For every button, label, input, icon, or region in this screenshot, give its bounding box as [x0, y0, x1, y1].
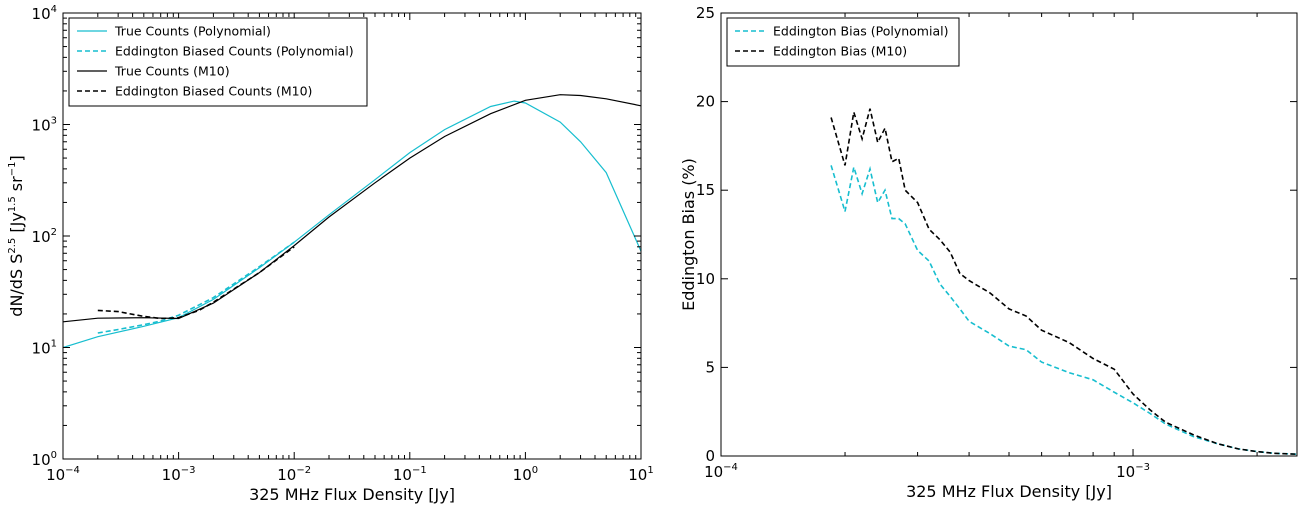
legend-label-1: Eddington Biased Counts (Polynomial)	[115, 44, 354, 59]
chart-counts: 10−4 10−3 10−2 10−1 100 101 100 101 102 103 104 325…	[7, 4, 654, 504]
x-tick-label-3: 10−1	[393, 465, 427, 484]
series-line-0	[830, 165, 1297, 455]
x-axis-label: 325 MHz Flux Density [Jy]	[906, 482, 1112, 501]
y-axis-label: dN/dS S2.5 [Jy1.5 sr−1]	[7, 155, 26, 316]
x-tick-label-0: 10−4	[46, 465, 80, 484]
y-tick-label-3: 103	[32, 116, 57, 135]
y-tick-label-1: 5	[705, 358, 715, 376]
series-line-1	[830, 108, 1297, 455]
series-group	[63, 94, 641, 349]
series-line-2	[63, 94, 641, 323]
chart-eddington-bias: 10−4 10−3 0 5 10 15 20 25 325 MHz Flux Density […	[679, 4, 1298, 501]
legend: True Counts (Polynomial) Eddington Biased…	[68, 17, 368, 107]
x-tick-label-2: 10−2	[277, 465, 311, 484]
series-line-1	[97, 241, 295, 334]
y-tick-label-5: 25	[696, 4, 715, 22]
x-tick-label-5: 101	[628, 465, 653, 484]
legend-label-0: Eddington Bias (Polynomial)	[773, 24, 948, 39]
y-tick-label-1: 101	[32, 339, 57, 358]
legend: Eddington Bias (Polynomial) Eddington Bia…	[726, 17, 960, 67]
legend-label-2: True Counts (M10)	[114, 64, 230, 79]
x-tick-label-1: 10−3	[1116, 462, 1150, 481]
series-line-0	[63, 100, 641, 349]
y-axis-label: Eddington Bias (%)	[679, 158, 698, 311]
y-tick-label-0: 100	[32, 450, 57, 469]
x-tick-label-4: 100	[513, 465, 538, 484]
legend-label-3: Eddington Biased Counts (M10)	[115, 84, 312, 99]
y-tick-label-3: 15	[696, 181, 715, 199]
x-tick-label-0: 10−4	[704, 462, 738, 481]
plot-frame	[720, 12, 1298, 457]
x-axis-label: 325 MHz Flux Density [Jy]	[249, 485, 455, 504]
legend-label-0: True Counts (Polynomial)	[114, 24, 271, 39]
y-tick-label-4: 104	[32, 4, 57, 23]
y-tick-label-2: 102	[32, 227, 57, 246]
y-tick-label-0: 0	[705, 447, 715, 465]
series-group	[830, 108, 1297, 455]
series-line-3	[97, 246, 295, 320]
legend-label-1: Eddington Bias (M10)	[773, 44, 907, 59]
y-tick-label-2: 10	[696, 270, 715, 288]
y-tick-label-4: 20	[696, 93, 715, 111]
legend-frame	[726, 17, 960, 67]
legend-frame	[68, 17, 368, 107]
x-tick-label-1: 10−3	[162, 465, 196, 484]
